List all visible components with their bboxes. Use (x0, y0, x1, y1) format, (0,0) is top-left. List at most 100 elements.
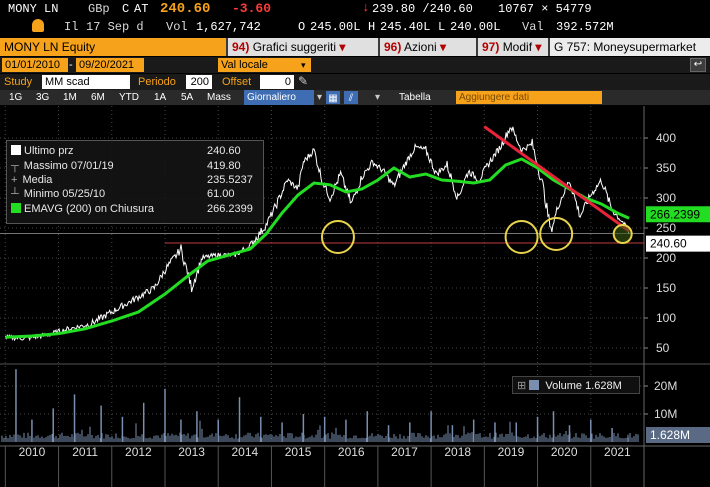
chart-toolbar: 1G 3G 1M 6M YTD 1A 5A Mass Giornaliero ▾… (0, 90, 710, 105)
price-line (4, 126, 630, 342)
legend-toggle-icon[interactable]: ⊞ (517, 380, 527, 392)
actions-menu[interactable]: 96) Azioni ▾ (380, 38, 476, 56)
period-button[interactable]: 1G (9, 92, 23, 103)
ema-price-tag-bg (646, 206, 710, 223)
menu-label: Grafici suggeriti (252, 40, 337, 54)
period-input[interactable]: 200 (186, 75, 212, 89)
end-date-field[interactable]: 09/20/2021 (76, 58, 144, 72)
menu-label: Azioni (404, 40, 437, 54)
bid-ask-size: 10767 × 54779 (498, 2, 592, 16)
condition-code: C (122, 2, 130, 16)
chart-template-title[interactable]: G 757: Moneysupermarket (550, 38, 710, 56)
legend-low: ┴ Minimo 05/25/10 (11, 188, 105, 201)
y-tick-label: 50 (656, 341, 670, 355)
y-tick-label: 250 (656, 221, 676, 235)
legend-label: Minimo 05/25/10 (23, 188, 106, 200)
highlight-circle (539, 217, 574, 251)
menu-number: 94) (232, 40, 250, 54)
traded-value-label: Val (522, 20, 544, 34)
average-marker-icon: + (11, 174, 18, 186)
volume-price-tag: 1.628M (650, 428, 690, 442)
low-marker-icon: ┴ (11, 188, 19, 200)
legend-label: Media (22, 174, 53, 186)
last-price: 240.60 (160, 1, 211, 17)
y-tick-label: 100 (656, 311, 676, 325)
price-change: -3.60 (232, 1, 272, 16)
x-tick-label: 2016 (338, 445, 365, 459)
highlight-circles (320, 217, 633, 254)
chart-area[interactable]: 50 100 150 200 250 300 350 400 20M 10M 2010 2011 201… (0, 106, 710, 487)
chart-legend[interactable]: Ultimo prz 240.60 ┬ Massimo 07/01/19 419.… (6, 140, 264, 224)
table-button[interactable]: Tabella (399, 92, 431, 103)
menu-number: 97) (482, 40, 500, 54)
volume-legend-label: Volume (545, 380, 583, 392)
volume-label: Vol (166, 20, 188, 34)
chevron-down-icon[interactable]: ▾ (301, 58, 311, 72)
range-separator: - (69, 59, 73, 71)
edit-menu[interactable]: 97) Modif ▾ (478, 38, 548, 56)
y-tick-label: 400 (656, 131, 676, 145)
volume-tick-label: 20M (654, 379, 677, 393)
x-tick-label: 2010 (19, 445, 46, 459)
period-button[interactable]: 3G (36, 92, 50, 103)
start-date-field[interactable]: 01/01/2010 (2, 58, 68, 72)
x-tick-label: 2013 (178, 445, 205, 459)
security-field[interactable]: MONY LN Equity (0, 38, 226, 56)
ema-line (5, 157, 630, 339)
edit-pencil-icon[interactable]: ✎ (298, 74, 309, 88)
volume-swatch-icon (529, 380, 540, 390)
chevron-down-icon[interactable]: ▾ (317, 92, 323, 103)
period-button[interactable]: 6M (91, 92, 105, 103)
chevron-down-icon[interactable]: ▾ (375, 92, 381, 103)
bar-style-icon[interactable]: ⫽ (344, 91, 358, 104)
volume-legend[interactable]: ⊞ Volume 1.628M (512, 376, 640, 394)
y-tick-label: 350 (656, 161, 676, 175)
chart-type-icon[interactable]: ▦ (326, 91, 340, 104)
highlight-circle (504, 220, 539, 254)
study-row: Study MM scad Periodo 200 Offset 0 ✎ (0, 74, 710, 90)
legend-label: Ultimo prz (24, 145, 74, 157)
legend-value: 235.5237 (207, 174, 253, 186)
volume-price-tag-bg (646, 427, 710, 443)
volume-value: 1,627,742 (196, 20, 261, 34)
period-button[interactable]: Mass (207, 92, 231, 103)
study-label: Study (4, 76, 33, 88)
add-data-input[interactable]: Aggiungere dati (456, 91, 602, 104)
legend-value: 419.80 (207, 160, 241, 172)
ema-series (5, 157, 630, 339)
period-button[interactable]: 1M (63, 92, 77, 103)
legend-value: 266.2399 (207, 203, 253, 215)
study-select[interactable]: MM scad (42, 75, 130, 89)
price-chart[interactable]: 50 100 150 200 250 300 350 400 20M 10M 2010 2011 201… (0, 106, 710, 487)
offset-input[interactable]: 0 (260, 75, 294, 89)
quote-bar: MONY LN GBp C AT 240.60 -3.60 ↓ 239.80 /… (0, 0, 710, 38)
period-button[interactable]: 5A (181, 92, 194, 103)
white-swatch-icon (11, 145, 21, 155)
range-row: 01/01/2010 - 09/20/2021 Val locale ▾ ↩ (0, 57, 710, 73)
menu-number: 96) (384, 40, 402, 54)
highlight-circle (612, 224, 633, 244)
suggested-charts-menu[interactable]: 94) Grafici suggeriti ▾ (228, 38, 378, 56)
legend-ema: EMAVG (200) on Chiusura (11, 203, 154, 216)
last-price-tag-bg (646, 235, 710, 252)
legend-high: ┬ Massimo 07/01/19 (11, 160, 114, 173)
legend-value: 61.00 (207, 188, 235, 200)
frequency-select[interactable]: Giornaliero (244, 90, 314, 105)
high-value: 245.40L (380, 20, 431, 34)
period-label: Periodo (138, 76, 176, 88)
y-tick-label: 200 (656, 251, 676, 265)
last-price-tag: 240.60 (650, 237, 687, 251)
currency-select[interactable]: Val locale (218, 58, 302, 72)
ticker[interactable]: MONY LN (8, 2, 59, 16)
x-tick-label: 2021 (604, 445, 631, 459)
period-button[interactable]: YTD (119, 92, 139, 103)
period-button[interactable]: 1A (154, 92, 167, 103)
offset-label: Offset (222, 76, 252, 88)
x-tick-label: 2011 (72, 445, 98, 459)
menu-label: Modif (502, 40, 533, 54)
volume-bars (1, 369, 639, 442)
back-arrow-icon[interactable]: ↩ (690, 58, 706, 72)
news-flag-icon[interactable] (32, 19, 44, 32)
axes: 50 100 150 200 250 300 350 400 20M 10M 2010 2011 201… (4, 131, 710, 487)
ema-price-tag: 266.2399 (650, 207, 700, 221)
